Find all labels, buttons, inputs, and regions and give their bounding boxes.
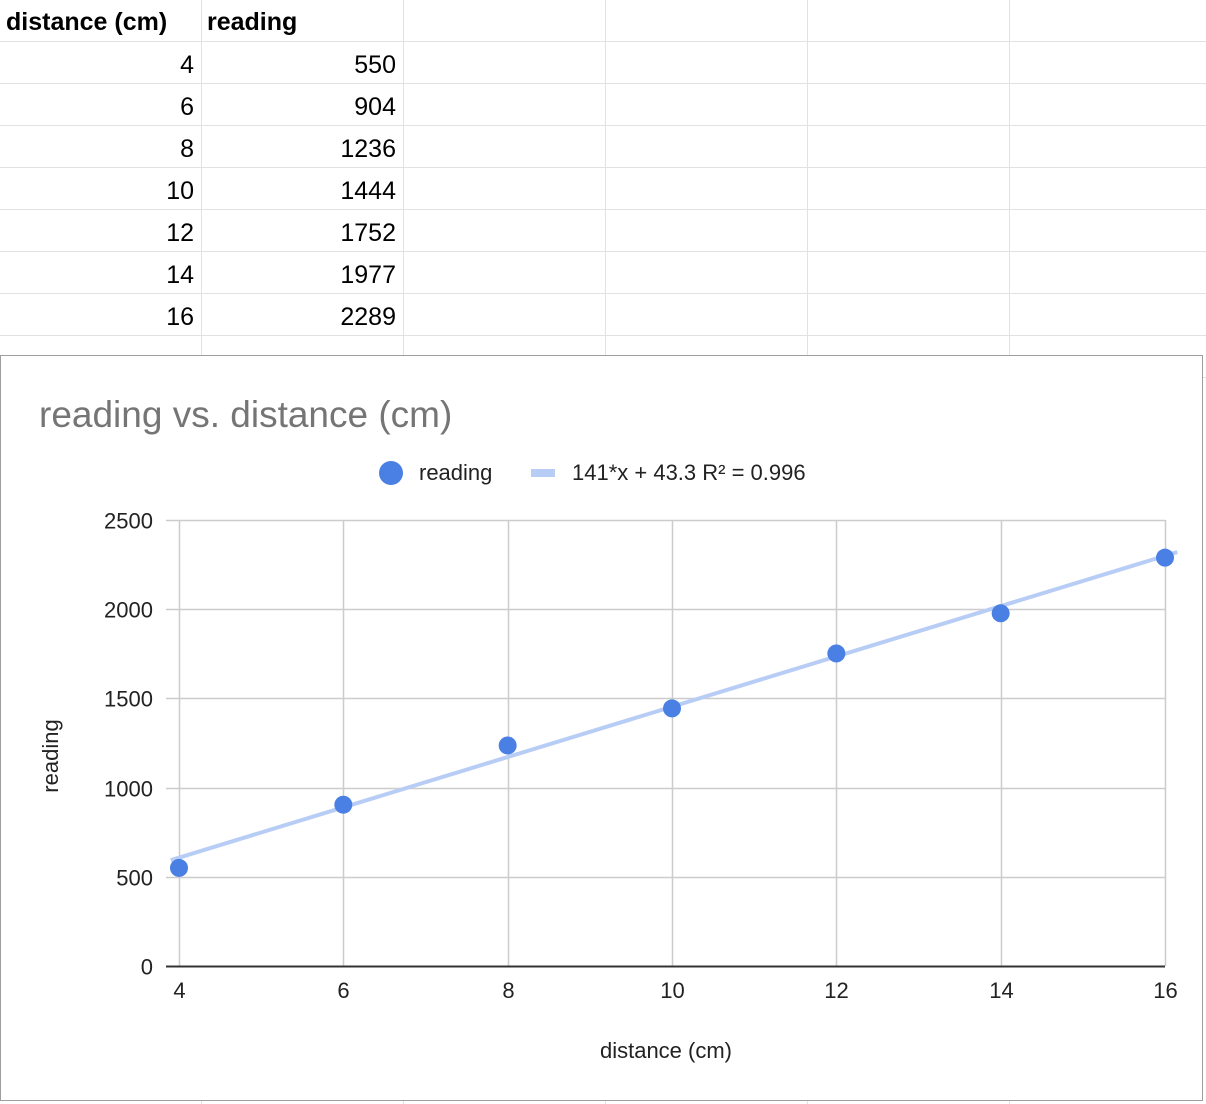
data-point[interactable]	[170, 858, 188, 877]
legend-marker-reading	[379, 461, 403, 485]
data-point[interactable]	[498, 736, 517, 755]
x-tick-label: 10	[660, 978, 684, 1003]
legend: reading 141*x + 43.3 R² = 0.996	[379, 460, 806, 485]
data-point[interactable]	[827, 644, 846, 663]
legend-label-trendline: 141*x + 43.3 R² = 0.996	[572, 460, 806, 485]
x-tick-label: 12	[824, 978, 848, 1003]
table-cell[interactable]: 904	[354, 93, 396, 121]
y-tick-label: 1000	[104, 777, 153, 802]
data-point[interactable]	[991, 604, 1010, 623]
table-cell[interactable]: 4	[180, 51, 194, 79]
table-cell[interactable]: 1444	[340, 177, 396, 205]
table-cell[interactable]: 2289	[340, 303, 396, 331]
table-cell[interactable]: 1236	[340, 135, 396, 163]
axes: 0 500 1000 1500 2000 2500 4 6 8 10 12 14 16	[104, 509, 1178, 1004]
x-axis-label: distance (cm)	[600, 1038, 732, 1063]
header-cell[interactable]: reading	[207, 8, 297, 36]
y-axis-label: reading	[38, 719, 63, 792]
data-point[interactable]	[663, 699, 681, 718]
y-tick-label: 500	[116, 866, 153, 891]
x-tick-label: 14	[989, 978, 1013, 1003]
chart-container[interactable]: reading vs. distance (cm) reading 141*x …	[0, 355, 1203, 1101]
x-tick-label: 16	[1153, 978, 1177, 1003]
table-cell[interactable]: 16	[166, 303, 194, 331]
table-cell[interactable]: 12	[166, 219, 194, 247]
table-cell[interactable]: 10	[166, 177, 194, 205]
legend-label-reading: reading	[419, 460, 492, 485]
y-tick-label: 2000	[104, 598, 153, 623]
table-cell[interactable]: 8	[180, 135, 194, 163]
table-cell[interactable]: 1752	[340, 219, 396, 247]
legend-marker-trendline	[531, 469, 555, 477]
x-tick-label: 8	[502, 978, 514, 1003]
chart-title: reading vs. distance (cm)	[39, 394, 452, 435]
plot-gridlines	[166, 519, 1167, 966]
y-tick-label: 0	[141, 955, 153, 980]
y-tick-label: 1500	[104, 687, 153, 712]
data-point[interactable]	[334, 795, 353, 814]
data-point[interactable]	[1156, 548, 1174, 567]
table-cell[interactable]: 550	[354, 51, 396, 79]
table-cell[interactable]: 6	[180, 93, 194, 121]
table-cell[interactable]: 14	[166, 261, 194, 289]
x-tick-label: 4	[173, 978, 185, 1003]
data-points	[170, 548, 1174, 877]
y-tick-label: 2500	[104, 509, 153, 534]
scatter-chart: reading vs. distance (cm) reading 141*x …	[38, 394, 1178, 1063]
x-tick-label: 6	[337, 978, 349, 1003]
header-cell[interactable]: distance (cm)	[6, 8, 167, 36]
table-cell[interactable]: 1977	[340, 261, 396, 289]
